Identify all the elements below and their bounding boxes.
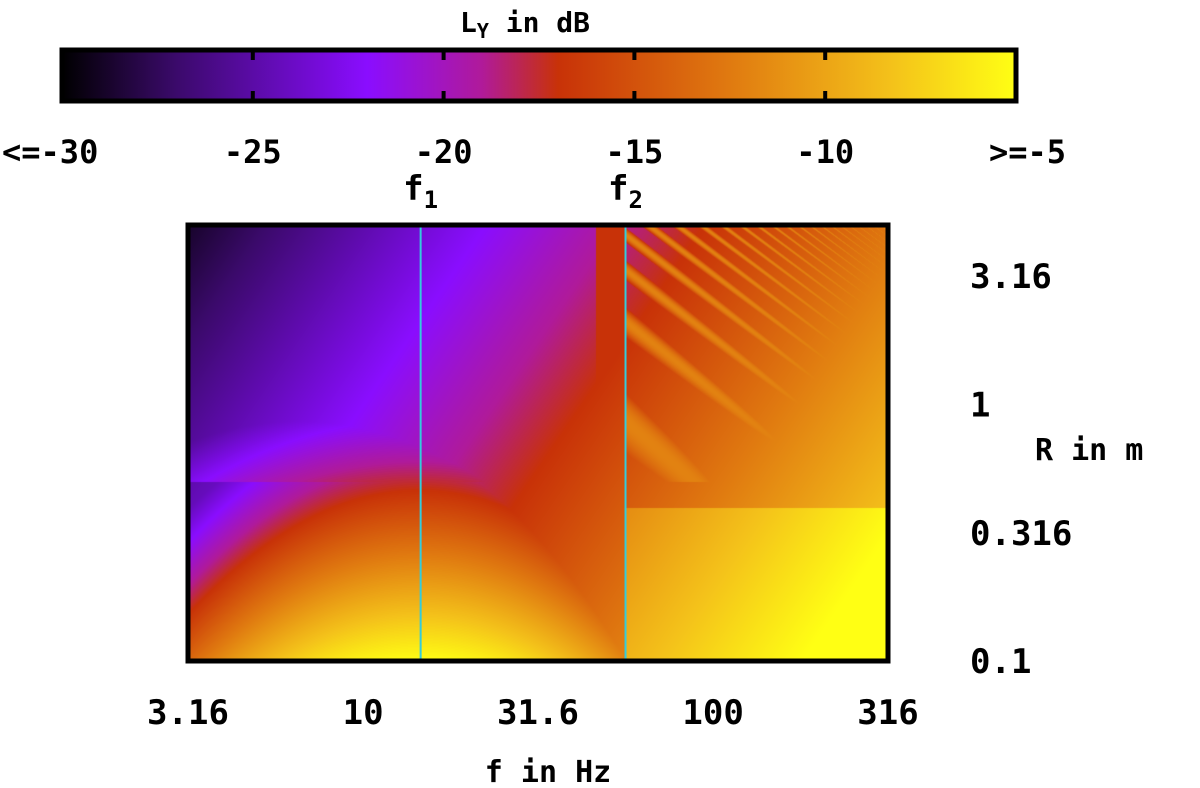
- svg-text:LY in dB: LY in dB: [460, 6, 590, 43]
- x-axis-label: f in Hz: [485, 755, 611, 788]
- heatmap-raster: [188, 225, 888, 661]
- y-tick-3: 3.16: [970, 257, 1052, 297]
- y-axis-label: R in m: [1035, 433, 1143, 468]
- colorbar-title-rest: in dB: [489, 6, 590, 39]
- heatmap-image: [188, 225, 888, 661]
- colorbar-title-sub: Y: [477, 19, 489, 43]
- colorbar-title: L: [460, 6, 477, 39]
- colorbar: [59, 47, 1019, 104]
- colorbar-label-0: <=-30: [2, 133, 98, 171]
- y-tick-labels: 0.1 0.316 1 3.16: [970, 257, 1072, 682]
- colorbar-label-2: -20: [415, 133, 473, 171]
- colorbar-tick-labels: <=-30 -25 -20 -15 -10 >=-5: [2, 133, 1066, 171]
- x-tick-labels: 3.16 10 31.6 100 316: [147, 693, 919, 733]
- x-tick-0: 3.16: [147, 693, 229, 733]
- frequency-markers: f1 f2: [403, 169, 643, 661]
- colorbar-label-5: >=-5: [989, 133, 1066, 171]
- marker-label-0: f1: [403, 169, 438, 214]
- y-tick-2: 1: [970, 385, 990, 425]
- colorbar-ticks: [250, 50, 828, 101]
- y-tick-0: 0.1: [970, 642, 1031, 682]
- x-tick-4: 316: [857, 693, 918, 733]
- colorbar-label-3: -15: [606, 133, 664, 171]
- x-tick-3: 100: [682, 693, 743, 733]
- x-tick-1: 10: [343, 693, 384, 733]
- marker-label-1: f2: [608, 169, 643, 214]
- y-tick-1: 0.316: [970, 514, 1072, 554]
- colorbar-label-4: -10: [796, 133, 854, 171]
- plot-frame: [185, 222, 891, 664]
- x-tick-2: 31.6: [497, 693, 579, 733]
- colorbar-label-1: -25: [224, 133, 282, 171]
